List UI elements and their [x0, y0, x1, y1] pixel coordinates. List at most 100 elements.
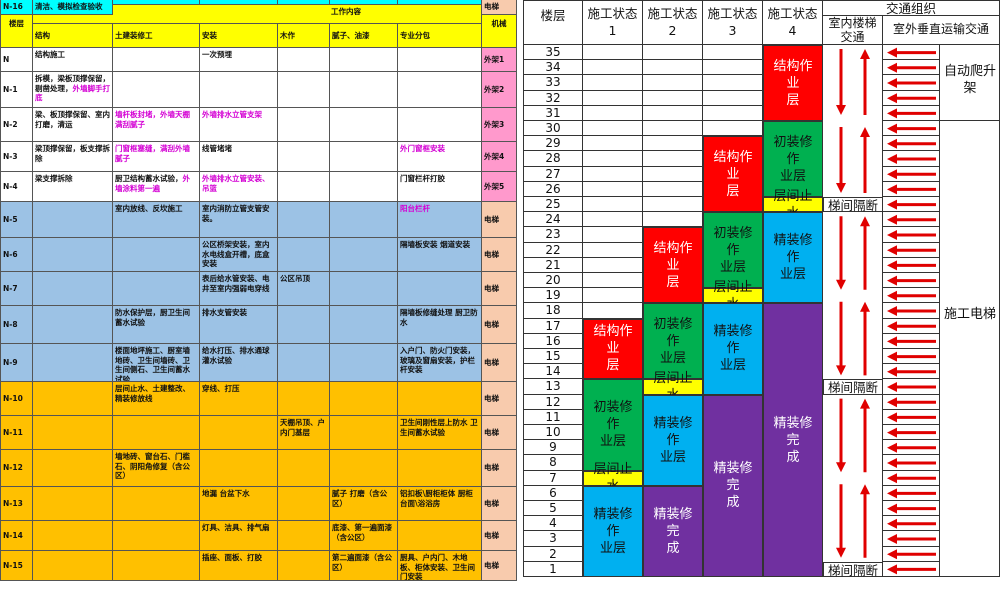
cell-highlight-text: 外墙脚手打底: [35, 83, 110, 103]
row-cell-4: [278, 238, 330, 272]
outdoor-row: [883, 425, 940, 441]
row-cell-1: [33, 202, 113, 238]
row-cell-1: [33, 487, 113, 521]
floor-label: 32: [523, 90, 583, 106]
row-cell-1: [33, 272, 113, 306]
cell-text: 拆模，梁板顶撑保留，剔凿处理，: [35, 74, 110, 93]
row-floor: N-6: [0, 238, 33, 272]
outdoor-row: [883, 90, 940, 106]
row-cell-1: 梁、板顶撑保留、室内打磨，清运: [33, 108, 113, 142]
row-cell-1: [33, 238, 113, 272]
row-cell-5: [330, 272, 398, 306]
row-cell-4: [278, 48, 330, 72]
row-floor: N-5: [0, 202, 33, 238]
outdoor-row: [883, 409, 940, 425]
outdoor-row: [883, 531, 940, 547]
cell-text: 梁、板顶撑保留、室内打磨，清运: [35, 110, 110, 129]
grid-cell: [643, 45, 703, 61]
row-cell-5: 第二遍面漆（含公区）: [330, 551, 398, 581]
cell-text: 给水打压、排水通球灌水试验: [202, 346, 270, 365]
row-cell-6: [398, 0, 482, 5]
header-col-1: 结构: [33, 24, 113, 48]
row-cell-4: [278, 521, 330, 551]
grid-cell: [583, 75, 643, 91]
block-done: 精装修完 成: [703, 394, 763, 577]
grid-cell: [583, 273, 643, 289]
grid-cell: [583, 45, 643, 61]
header-col-3: 安装: [200, 24, 278, 48]
grid-cell: [643, 90, 703, 106]
cell-text: 排水支管安装: [202, 308, 247, 317]
block-structure: 结构作业 层: [763, 45, 823, 121]
outdoor-row: [883, 136, 940, 152]
row-floor: N: [0, 48, 33, 72]
outdoor-row: [883, 379, 940, 395]
header-col-6: 专业分包: [398, 24, 482, 48]
header-traffic-group: 交通组织: [823, 0, 1000, 16]
grid-cell: [583, 181, 643, 197]
row-cell-4: [278, 72, 330, 108]
row-cell-5: [330, 382, 398, 416]
outdoor-row: [883, 45, 940, 61]
cell-text: 铝扣板\厨柜柜体 厨柜台面\浴浴房: [400, 489, 473, 508]
header-state-1: 施工状态 1: [583, 0, 643, 45]
grid-cell: [583, 242, 643, 258]
row-cell-6: [398, 48, 482, 72]
cell-text: 楼面地坪施工、厨室墙地砖、卫生间墙砖、卫生间侧石、卫生间蓄水试验: [115, 346, 190, 382]
row-machinery: 电梯: [482, 344, 517, 382]
row-cell-4: [278, 306, 330, 344]
row-cell-2: [113, 487, 200, 521]
outdoor-row: [883, 75, 940, 91]
floor-label: 13: [523, 379, 583, 395]
row-cell-5: [330, 238, 398, 272]
cell-text: 线管堵堵: [202, 144, 232, 153]
row-cell-4: [278, 344, 330, 382]
grid-cell: [703, 60, 763, 76]
outdoor-row: [883, 349, 940, 365]
floor-label: 1: [523, 561, 583, 577]
outdoor-row: [883, 166, 940, 182]
cell-text: 隔墙板修缝处理 厨卫防水: [400, 308, 478, 327]
row-cell-5: [330, 344, 398, 382]
row-floor: N-13: [0, 487, 33, 521]
row-cell-2: [113, 416, 200, 450]
block-stop_water: 层间止水: [703, 280, 763, 312]
header-state-2: 施工状态 2: [643, 0, 703, 45]
row-machinery: 电梯: [482, 306, 517, 344]
construction-elevator-label: 施工电梯: [943, 307, 996, 323]
cell-text: 清洁、模拟检查验收: [35, 2, 103, 11]
stair-separator: 梯间隔断: [823, 197, 883, 213]
outdoor-row: [883, 288, 940, 304]
floor-label: 30: [523, 121, 583, 137]
cell-text: 入户门、防火门安装，玻璃及窗扇安装，护栏杆安装: [400, 346, 475, 374]
grid-cell: [703, 45, 763, 61]
cell-text: 梁顶撑保留，板支撑拆除: [35, 144, 110, 163]
row-cell-1: [33, 551, 113, 581]
cell-text: 门窗栏杆打胶: [400, 174, 445, 183]
cell-highlight-text: 外墙排水立管安装、吊篮: [202, 174, 270, 193]
cell-text: 防水保护层，厨卫生间蓄水试验: [115, 308, 190, 327]
floor-label: 9: [523, 440, 583, 456]
grid-cell: [583, 136, 643, 152]
outdoor-row: [883, 212, 940, 228]
cell-text: 公区桥架安装，室内水电线盒开槽，底盒安装: [202, 240, 270, 268]
grid-cell: [643, 121, 703, 137]
cell-text: 一次预埋: [202, 50, 232, 59]
outdoor-row: [883, 303, 940, 319]
row-machinery: 电梯: [482, 450, 517, 487]
cell-highlight-text: 外墙排水立管支架: [202, 110, 262, 119]
floor-label: 16: [523, 333, 583, 349]
cell-text: 第二遍面漆（含公区）: [332, 553, 392, 572]
floor-label: 18: [523, 303, 583, 319]
row-cell-1: 清洁、模拟检查验收: [33, 0, 113, 15]
row-floor: N-14: [0, 521, 33, 551]
outdoor-row: [883, 561, 940, 577]
stair-separator: 梯间隔断: [823, 561, 883, 578]
row-cell-3: 公区桥架安装，室内水电线盒开槽，底盒安装: [200, 238, 278, 272]
row-machinery: 电梯: [482, 551, 517, 581]
row-cell-3: 一次预埋: [200, 48, 278, 72]
block-stop_water: 层间止水: [763, 189, 823, 221]
row-cell-3: [200, 72, 278, 108]
row-cell-3: 插座、面板、打胶: [200, 551, 278, 581]
